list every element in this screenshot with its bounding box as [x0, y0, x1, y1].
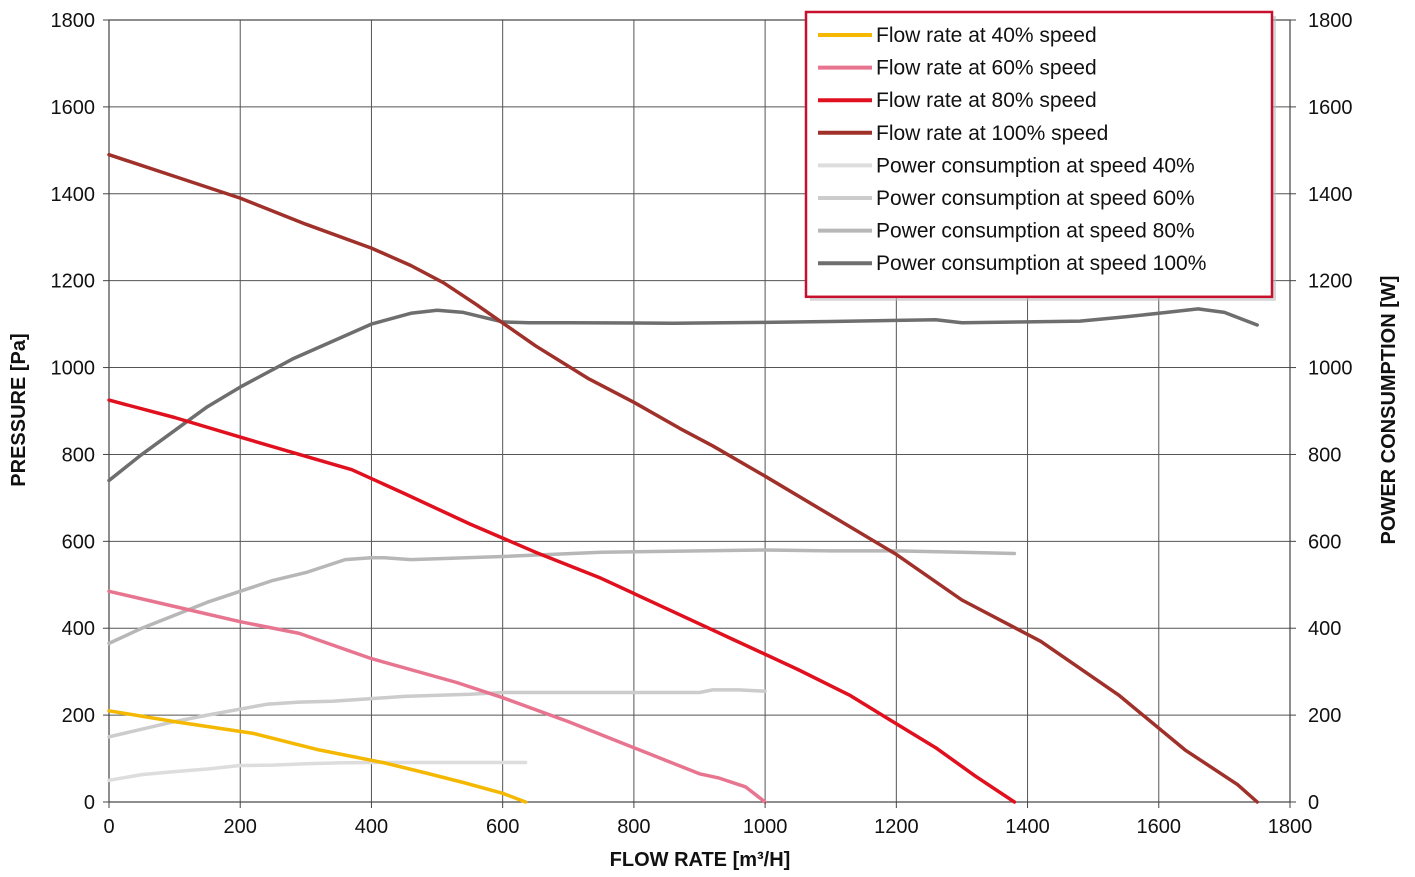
- x-tick-label: 1600: [1137, 816, 1182, 838]
- y-tick-label-left: 1600: [51, 97, 96, 119]
- legend-label: Power consumption at speed 40%: [876, 154, 1195, 177]
- legend-label: Flow rate at 100% speed: [876, 122, 1108, 145]
- series-line-1: [107, 709, 528, 804]
- legend-label: Power consumption at speed 80%: [876, 220, 1195, 243]
- legend-label: Flow rate at 80% speed: [876, 89, 1097, 112]
- legend-label: Flow rate at 40% speed: [876, 24, 1097, 47]
- y-tick-label-left: 400: [62, 618, 95, 640]
- x-axis-title: FLOW RATE [m³/H]: [610, 849, 791, 871]
- series-layer: [107, 152, 1259, 804]
- y-tick-label-left: 1000: [51, 358, 96, 380]
- y-tick-label-right: 200: [1308, 705, 1341, 727]
- x-tick-label: 1000: [743, 816, 788, 838]
- x-tick-label: 400: [355, 816, 388, 838]
- x-tick-label: 600: [486, 816, 519, 838]
- x-tick-label: 200: [224, 816, 257, 838]
- y-tick-label-left: 600: [62, 531, 95, 553]
- y-tick-label-left: 800: [62, 444, 95, 466]
- series-line-8: [107, 307, 1259, 483]
- x-tick-label: 0: [103, 816, 114, 838]
- x-tick-label: 1200: [874, 816, 919, 838]
- y-tick-label-right: 1800: [1308, 10, 1353, 32]
- legend-label: Power consumption at speed 100%: [876, 252, 1206, 275]
- y-tick-label-left: 200: [62, 705, 95, 727]
- series-line-2: [107, 589, 767, 804]
- y-axis-right-ticks: 0 200 400 600 800 1000 1200 1400 1600 1800: [1290, 10, 1353, 814]
- y-tick-label-left: 0: [84, 792, 95, 814]
- x-tick-label: 800: [617, 816, 650, 838]
- series-line-6: [107, 688, 767, 739]
- y-axis-left-ticks: 0 200 400 600 800 1000 1200 1400 1600 1800: [51, 10, 109, 814]
- y-axis-left-title: PRESSURE [Pa]: [8, 333, 30, 486]
- y-tick-label-right: 800: [1308, 444, 1341, 466]
- plot-frame: [108, 19, 1291, 803]
- x-tick-label: 1400: [1005, 816, 1050, 838]
- series-line-3: [107, 398, 1017, 804]
- legend: Flow rate at 40% speed Flow rate at 60% s…: [804, 10, 1276, 301]
- y-tick-label-right: 600: [1308, 531, 1341, 553]
- y-axis-right-title: POWER CONSUMPTION [W]: [1378, 276, 1400, 545]
- y-tick-label-left: 1200: [51, 271, 96, 293]
- y-tick-label-right: 1000: [1308, 358, 1353, 380]
- y-tick-label-right: 0: [1308, 792, 1319, 814]
- y-tick-label-right: 1200: [1308, 271, 1353, 293]
- series-line-5: [107, 760, 528, 783]
- y-tick-label-right: 400: [1308, 618, 1341, 640]
- legend-label: Power consumption at speed 60%: [876, 187, 1195, 210]
- x-tick-label: 1800: [1268, 816, 1313, 838]
- y-tick-label-left: 1800: [51, 10, 96, 32]
- y-tick-label-right: 1400: [1308, 184, 1353, 206]
- x-axis-ticks: 0 200 400 600 800 1000 1200 1400 1600 1800: [103, 802, 1312, 838]
- legend-label: Flow rate at 60% speed: [876, 57, 1097, 80]
- legend-box: [804, 10, 1274, 299]
- y-tick-label-right: 1600: [1308, 97, 1353, 119]
- y-tick-label-left: 1400: [51, 184, 96, 206]
- series-line-4: [107, 152, 1259, 804]
- plot-border: [108, 19, 1291, 803]
- series-line-7: [107, 548, 1017, 646]
